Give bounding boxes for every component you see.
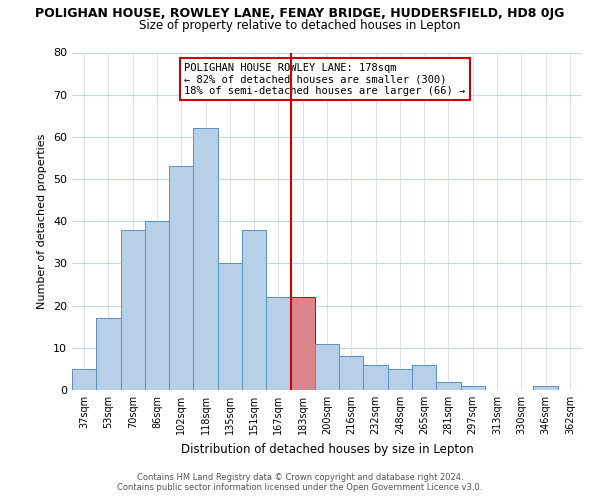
Text: POLIGHAN HOUSE, ROWLEY LANE, FENAY BRIDGE, HUDDERSFIELD, HD8 0JG: POLIGHAN HOUSE, ROWLEY LANE, FENAY BRIDG…	[35, 8, 565, 20]
Bar	[96, 318, 121, 390]
Bar	[364, 364, 388, 390]
Bar	[290, 297, 315, 390]
Bar	[266, 297, 290, 390]
Y-axis label: Number of detached properties: Number of detached properties	[37, 134, 47, 309]
Bar	[169, 166, 193, 390]
X-axis label: Distribution of detached houses by size in Lepton: Distribution of detached houses by size …	[181, 442, 473, 456]
Bar	[461, 386, 485, 390]
Text: Size of property relative to detached houses in Lepton: Size of property relative to detached ho…	[139, 18, 461, 32]
Text: Contains HM Land Registry data © Crown copyright and database right 2024.
Contai: Contains HM Land Registry data © Crown c…	[118, 473, 482, 492]
Bar	[193, 128, 218, 390]
Bar	[72, 369, 96, 390]
Bar	[436, 382, 461, 390]
Bar	[145, 221, 169, 390]
Bar	[315, 344, 339, 390]
Bar	[242, 230, 266, 390]
Bar	[412, 364, 436, 390]
Bar	[533, 386, 558, 390]
Bar	[218, 264, 242, 390]
Bar	[388, 369, 412, 390]
Text: POLIGHAN HOUSE ROWLEY LANE: 178sqm
← 82% of detached houses are smaller (300)
18: POLIGHAN HOUSE ROWLEY LANE: 178sqm ← 82%…	[184, 62, 466, 96]
Bar	[121, 230, 145, 390]
Bar	[339, 356, 364, 390]
